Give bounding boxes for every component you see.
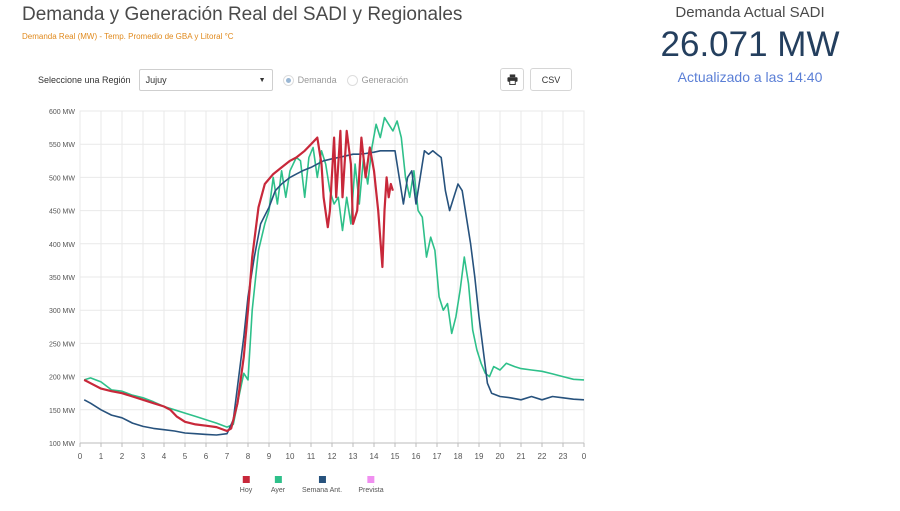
current-demand-panel: Demanda Actual SADI 26.071 MW Actualizad…: [630, 4, 870, 85]
series-line-hoy: [83, 129, 394, 433]
region-select-value: Jujuy: [145, 75, 167, 85]
y-tick-label: 100 MW: [49, 441, 75, 448]
y-tick-label: 200 MW: [49, 375, 75, 382]
x-tick-label: 1: [99, 452, 104, 461]
legend-item[interactable]: Prevista: [358, 476, 384, 494]
x-tick-label: 8: [246, 452, 251, 461]
legend-label: Hoy: [239, 487, 253, 494]
y-tick-label: 550 MW: [49, 142, 75, 149]
x-tick-label: 20: [496, 452, 505, 461]
x-tick-label: 19: [475, 452, 484, 461]
x-tick-label: 22: [538, 452, 547, 461]
x-tick-label: 16: [412, 452, 421, 461]
x-tick-label: 2: [120, 452, 125, 461]
y-tick-label: 250 MW: [49, 341, 75, 348]
x-tick-label: 12: [328, 452, 337, 461]
radio-generacion-label: Generación: [361, 75, 409, 85]
printer-icon: [506, 74, 518, 85]
y-tick-label: 150 MW: [49, 408, 75, 415]
x-tick-label: 17: [433, 452, 442, 461]
x-tick-label: 9: [267, 452, 272, 461]
legend-label: Prevista: [358, 487, 384, 494]
legend-swatch: [274, 476, 282, 483]
y-tick-label: 300 MW: [49, 308, 75, 315]
radio-generacion[interactable]: Generación: [346, 74, 409, 86]
x-tick-label: 5: [183, 452, 188, 461]
x-tick-label: 11: [307, 452, 316, 461]
print-button[interactable]: [500, 68, 524, 91]
radio-demanda-dot: [282, 74, 294, 86]
radio-generacion-dot: [346, 74, 358, 86]
legend-swatch: [367, 476, 375, 483]
region-select[interactable]: Jujuy ▼: [138, 69, 273, 91]
x-tick-label: 13: [349, 452, 358, 461]
legend-swatch: [242, 476, 250, 483]
x-tick-label: 23: [559, 452, 568, 461]
region-select-label: Seleccione una Región: [38, 75, 131, 85]
page-title: Demanda y Generación Real del SADI y Reg…: [22, 4, 463, 25]
y-tick-label: 600 MW: [49, 109, 75, 116]
legend-item[interactable]: Ayer: [271, 476, 285, 494]
legend-item[interactable]: Semana Ant.: [302, 476, 342, 494]
current-demand-value: 26.071 MW: [660, 25, 840, 64]
y-tick-label: 450 MW: [49, 209, 75, 216]
x-tick-label: 21: [517, 452, 526, 461]
chart-subtitle: Demanda Real (MW) - Temp. Promedio de GB…: [22, 32, 234, 41]
legend-label: Ayer: [270, 487, 286, 494]
legend-swatch: [318, 476, 326, 483]
x-tick-label: 0: [582, 452, 587, 461]
y-tick-label: 500 MW: [49, 175, 75, 182]
last-updated-text: Actualizado a las 14:40: [677, 69, 823, 85]
x-tick-label: 15: [391, 452, 400, 461]
x-tick-label: 14: [370, 452, 379, 461]
x-tick-label: 10: [286, 452, 295, 461]
y-tick-label: 400 MW: [49, 242, 75, 249]
series-line-ayer: [83, 116, 585, 428]
x-tick-label: 7: [225, 452, 230, 461]
radio-demanda[interactable]: Demanda: [282, 74, 337, 86]
current-demand-label: Demanda Actual SADI: [675, 4, 825, 21]
csv-button[interactable]: CSV: [530, 68, 572, 91]
x-tick-label: 0: [78, 452, 83, 461]
radio-demanda-label: Demanda: [297, 75, 337, 85]
legend-label: Semana Ant.: [301, 487, 343, 494]
chart-controls: Seleccione una Región Jujuy ▼ Demanda Ge…: [38, 68, 408, 92]
chart-legend: Hoy Ayer Semana Ant. Prevista: [0, 476, 900, 506]
x-tick-label: 6: [204, 452, 209, 461]
legend-item[interactable]: Hoy: [240, 476, 252, 494]
x-tick-label: 18: [454, 452, 463, 461]
x-tick-label: 4: [162, 452, 167, 461]
x-tick-label: 3: [141, 452, 146, 461]
chevron-down-icon: ▼: [258, 76, 266, 84]
y-tick-label: 350 MW: [49, 275, 75, 282]
